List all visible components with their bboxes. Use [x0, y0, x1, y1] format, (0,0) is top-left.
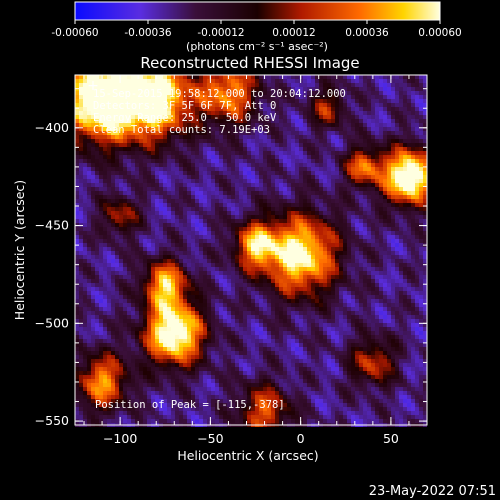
x-tick-label: −100 [103, 431, 137, 446]
heatmap-image [75, 75, 427, 427]
footer-timestamp: 23-May-2022 07:51 [369, 484, 496, 499]
colorbar-unit-label: (photons cm⁻² s⁻¹ asec⁻²) [186, 40, 328, 53]
colorbar-tick-label: -0.00012 [197, 27, 244, 39]
colorbar-ticks: -0.00060 -0.00036 -0.00012 0.00012 0.00036 0.… [51, 20, 462, 39]
axis-ticks: −100 −50 0 50−400−450−500−550+ [35, 75, 427, 446]
x-axis-label: Heliocentric X (arcsec) [177, 448, 318, 463]
annotation-detectors: Detectors: 3F 5F 6F 7F, Att 0 [93, 100, 276, 112]
annotation-energy-range: Energy Range: 25.0 - 50.0 keV [93, 112, 277, 124]
x-tick-label: 0 [297, 431, 305, 446]
plot-frame [74, 74, 428, 426]
y-tick-label: −400 [35, 120, 69, 135]
colorbar-tick-label: 0.00012 [272, 27, 315, 39]
peak-position-label: Position of Peak = [-115,-378] [95, 399, 285, 411]
chart-title: Reconstructed RHESSI Image [140, 54, 359, 72]
colorbar-tick-label: -0.00060 [51, 27, 98, 39]
x-tick-label: 50 [383, 431, 399, 446]
colorbar-tick-label: -0.00036 [124, 27, 172, 39]
colorbar-tick-label: 0.00036 [345, 27, 389, 39]
annotation-time-range: 15-Sep-2015 19:58:12.000 to 20:04:12.000 [93, 88, 346, 100]
peak-marker: + [87, 78, 99, 94]
y-tick-label: −550 [35, 413, 69, 428]
annotation-clean-counts: Clean Total counts: 7.19E+03 [93, 124, 270, 136]
colorbar [74, 1, 441, 21]
y-axis-label: Heliocentric Y (arcsec) [12, 180, 27, 320]
y-tick-label: −500 [35, 315, 69, 330]
y-tick-label: −450 [35, 218, 69, 233]
colorbar-tick-label: 0.00060 [418, 27, 461, 39]
x-tick-label: −50 [197, 431, 223, 446]
